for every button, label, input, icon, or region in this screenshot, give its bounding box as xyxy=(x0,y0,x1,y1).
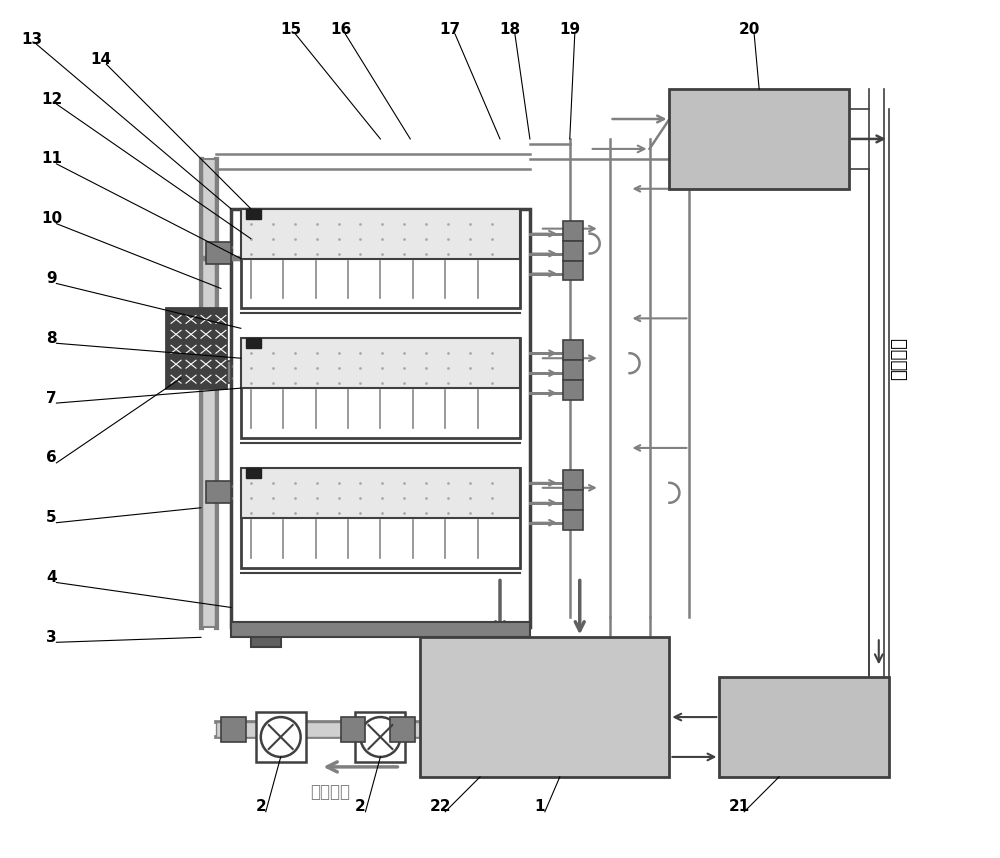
Text: 9: 9 xyxy=(46,271,57,286)
Text: 20: 20 xyxy=(739,21,760,37)
Bar xyxy=(241,468,520,517)
Bar xyxy=(563,360,583,380)
Bar xyxy=(231,622,530,637)
Text: 4: 4 xyxy=(46,570,57,585)
Bar xyxy=(241,338,520,388)
Text: 12: 12 xyxy=(41,92,62,106)
Bar xyxy=(216,722,420,737)
Text: 19: 19 xyxy=(559,21,580,37)
Circle shape xyxy=(360,717,400,757)
Text: 22: 22 xyxy=(429,800,451,814)
Bar xyxy=(563,341,583,360)
Bar xyxy=(355,712,405,762)
Bar xyxy=(251,627,281,647)
Text: 21: 21 xyxy=(729,800,750,814)
Bar xyxy=(241,338,520,438)
Bar xyxy=(221,717,246,742)
Bar xyxy=(470,627,500,647)
Bar xyxy=(420,637,669,776)
Text: 8: 8 xyxy=(46,331,57,346)
Bar xyxy=(563,221,583,240)
Text: 18: 18 xyxy=(499,21,521,37)
Text: 16: 16 xyxy=(330,21,351,37)
Bar xyxy=(246,468,261,478)
Bar xyxy=(563,261,583,281)
Text: 15: 15 xyxy=(280,21,301,37)
Bar xyxy=(201,159,216,627)
Bar xyxy=(241,208,520,308)
Text: 5: 5 xyxy=(46,511,57,525)
Bar xyxy=(166,308,226,388)
Text: 13: 13 xyxy=(21,32,42,47)
Bar xyxy=(563,510,583,529)
Bar xyxy=(563,380,583,400)
Text: 17: 17 xyxy=(440,21,461,37)
Text: 1: 1 xyxy=(535,800,545,814)
Bar xyxy=(563,490,583,510)
Text: 14: 14 xyxy=(91,51,112,67)
Bar xyxy=(241,208,520,258)
Bar xyxy=(206,361,231,384)
Text: 6: 6 xyxy=(46,450,57,465)
Bar xyxy=(256,712,306,762)
Bar xyxy=(719,677,889,776)
Text: 7: 7 xyxy=(46,390,57,406)
Bar xyxy=(341,717,365,742)
Text: 2: 2 xyxy=(255,800,266,814)
Bar xyxy=(241,468,520,567)
Bar xyxy=(246,208,261,219)
Text: 2: 2 xyxy=(355,800,366,814)
Bar xyxy=(563,470,583,490)
Text: 热量交换: 热量交换 xyxy=(890,336,908,380)
Text: 10: 10 xyxy=(41,211,62,227)
Bar xyxy=(246,338,261,348)
Bar xyxy=(563,240,583,261)
Text: 11: 11 xyxy=(41,151,62,166)
Circle shape xyxy=(261,717,301,757)
Bar xyxy=(669,89,849,189)
Bar xyxy=(390,717,415,742)
Text: 液体流向: 液体流向 xyxy=(311,782,351,801)
Bar xyxy=(206,242,231,263)
Text: 3: 3 xyxy=(46,630,57,645)
Bar xyxy=(206,480,231,503)
Bar xyxy=(231,208,530,627)
